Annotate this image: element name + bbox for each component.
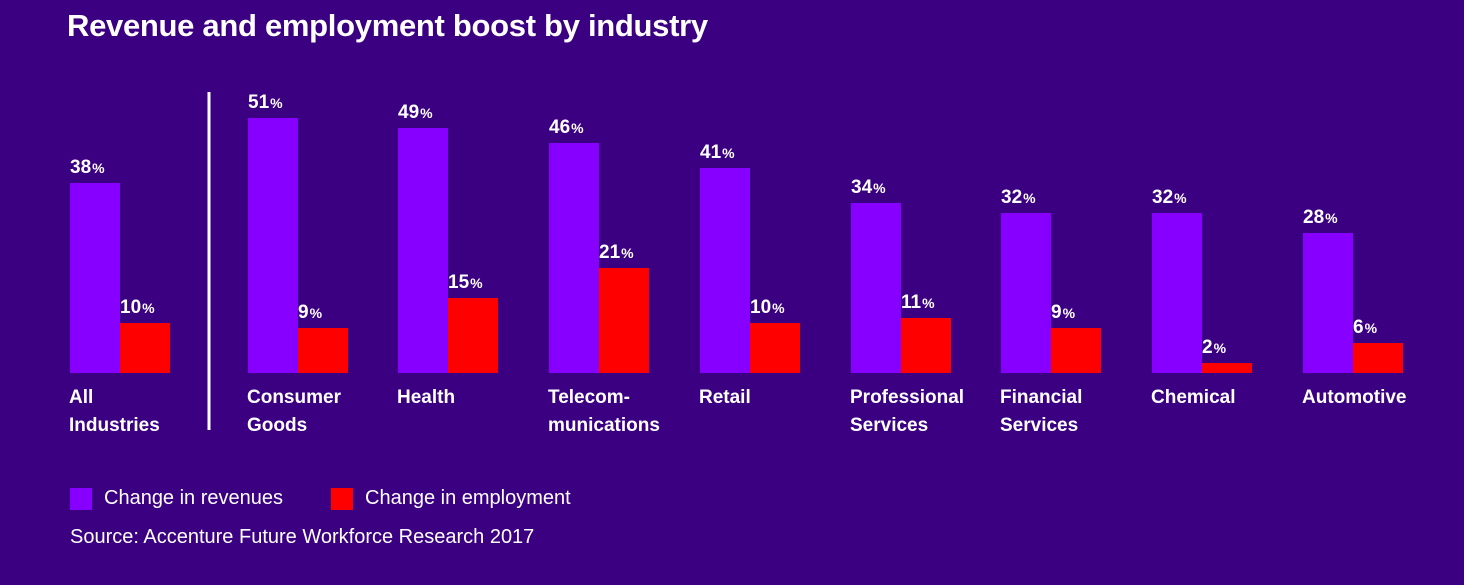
data-label-employment: 2% (1202, 337, 1227, 358)
legend-swatch-employment (331, 487, 354, 510)
category-label: Health (397, 387, 455, 408)
data-label-employment: 10% (120, 297, 155, 318)
bar-chart: 38% 10% All Industries 51% 9% Consumer Goods 49%… (69, 92, 1407, 436)
data-label-revenues: 32% (1001, 187, 1036, 208)
bar-revenues (851, 203, 901, 373)
legend-item-employment: Change in employment (331, 487, 571, 510)
data-label-revenues: 51% (248, 92, 283, 113)
bar-revenues (1303, 233, 1353, 373)
bar-revenues (549, 143, 599, 373)
bar-revenues (70, 183, 120, 373)
bar-employment (448, 298, 498, 373)
chart-title: Revenue and employment boost by industry (67, 8, 708, 43)
bar-revenues (700, 168, 750, 373)
data-label-employment: 6% (1353, 317, 1378, 338)
data-label-employment: 10% (750, 297, 785, 318)
bar-employment (1353, 343, 1403, 373)
bar-employment (750, 323, 800, 373)
category-label: Consumer Goods (247, 387, 342, 436)
data-label-employment: 9% (298, 302, 323, 323)
data-label-revenues: 38% (70, 157, 105, 178)
bar-employment (599, 268, 649, 373)
bar-employment (1202, 363, 1252, 373)
bar-employment (298, 328, 348, 373)
data-label-employment: 9% (1051, 302, 1076, 323)
data-label-revenues: 46% (549, 117, 584, 138)
bar-revenues (1152, 213, 1202, 373)
data-label-employment: 21% (599, 242, 634, 263)
source-note: Source: Accenture Future Workforce Resea… (70, 526, 535, 548)
legend-label-employment: Change in employment (365, 487, 571, 509)
category-label: Chemical (1151, 387, 1235, 408)
category-label: Professional Services (850, 387, 964, 436)
bar-revenues (248, 118, 298, 373)
data-label-revenues: 32% (1152, 187, 1187, 208)
bar-employment (120, 323, 170, 373)
bar-employment (1051, 328, 1101, 373)
legend-item-revenues: Change in revenues (70, 487, 283, 510)
data-label-employment: 15% (448, 272, 483, 293)
bar-revenues (398, 128, 448, 373)
bar-employment (901, 318, 951, 373)
category-label: Automotive (1302, 387, 1407, 408)
category-label: Financial Services (1000, 387, 1082, 436)
data-label-revenues: 41% (700, 142, 735, 163)
category-label: All Industries (69, 387, 160, 436)
data-label-employment: 11% (901, 292, 935, 313)
legend-label-revenues: Change in revenues (104, 487, 284, 509)
data-label-revenues: 28% (1303, 207, 1338, 228)
category-label: Retail (699, 387, 751, 408)
data-label-revenues: 34% (851, 177, 886, 198)
legend: Change in revenues Change in employment (70, 487, 619, 510)
category-label: Telecom-munications (548, 387, 660, 436)
bar-revenues (1001, 213, 1051, 373)
data-label-revenues: 49% (398, 102, 433, 123)
legend-swatch-revenues (70, 487, 92, 510)
